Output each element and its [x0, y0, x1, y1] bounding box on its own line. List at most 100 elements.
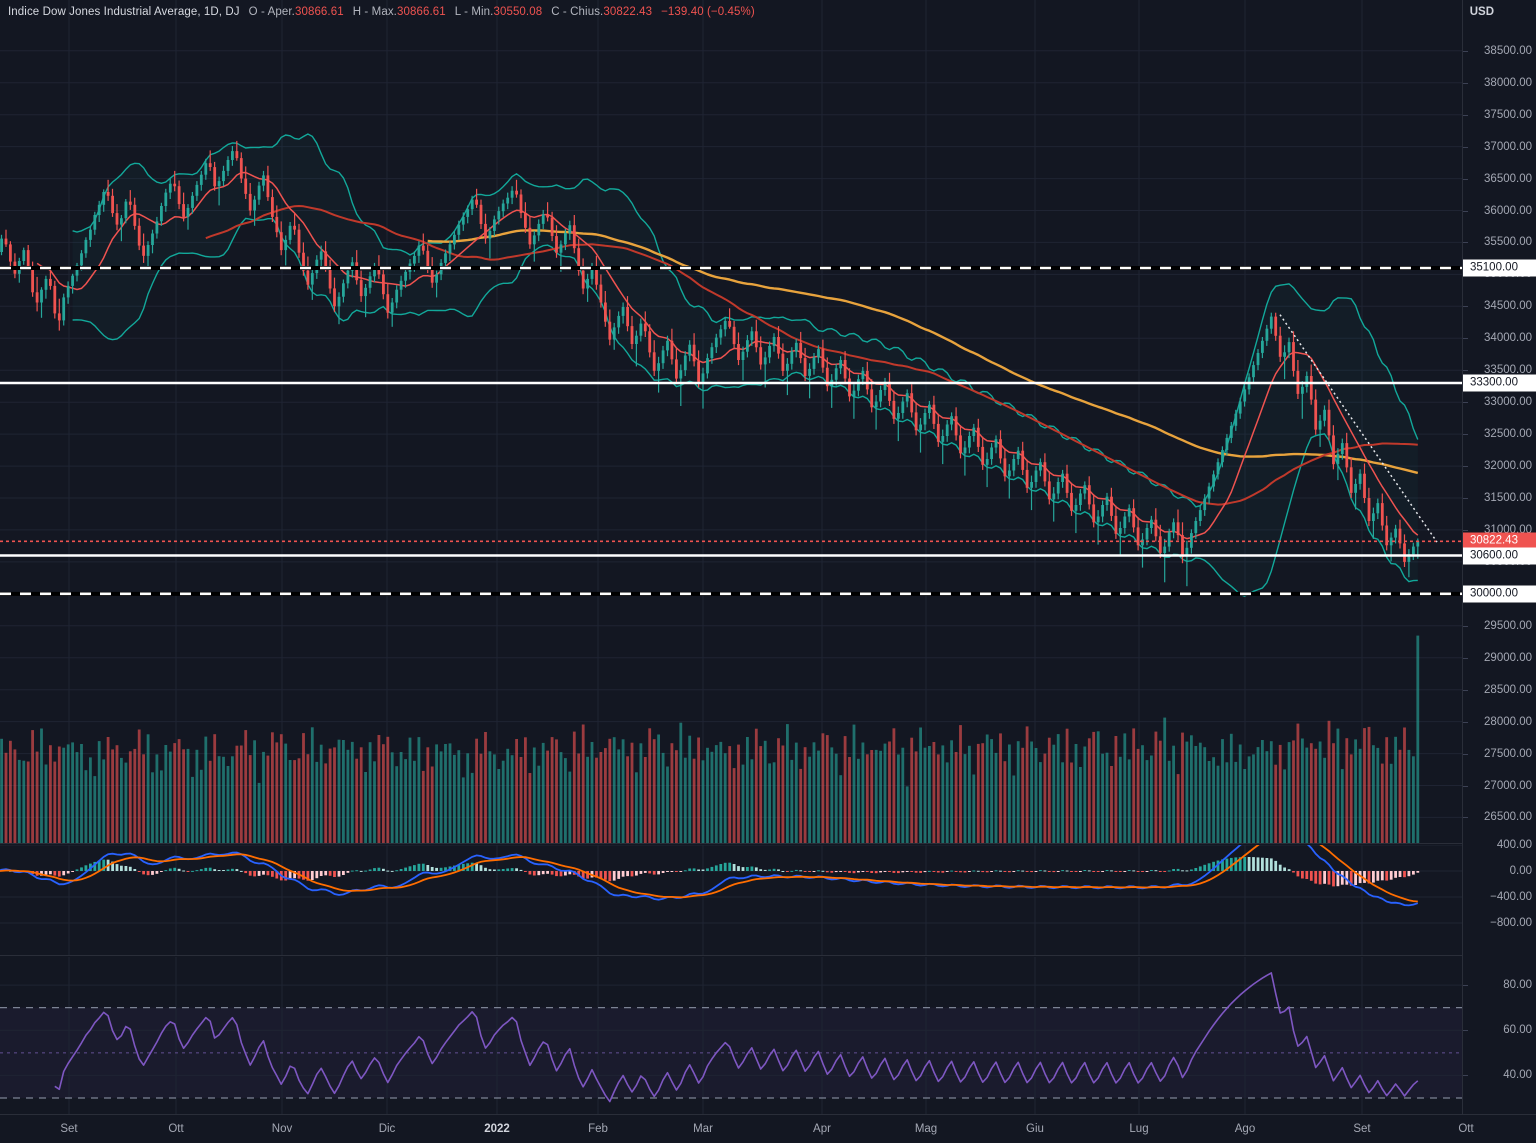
candle-body [182, 204, 185, 217]
volume-bar [568, 771, 572, 843]
candle-body [244, 178, 248, 194]
volume-bar [1372, 745, 1375, 843]
macd-hist-bar [1123, 871, 1127, 872]
volume-bar [368, 742, 372, 843]
candle-body [874, 401, 878, 408]
candle-body [928, 404, 931, 413]
macd-hist-bar [990, 871, 993, 872]
macd-pane[interactable] [0, 845, 1463, 955]
macd-hist-bar [350, 870, 354, 872]
macd-hist-bar [515, 868, 518, 871]
price-tick-mark [1463, 529, 1468, 531]
rsi-pane[interactable] [0, 957, 1463, 1114]
symbol-title[interactable]: Indice Dow Jones Industrial Average, 1D,… [8, 6, 240, 18]
candle-body [1398, 528, 1402, 544]
candle-body [950, 416, 953, 425]
macd-hist-bar [115, 864, 119, 871]
candle-body [710, 347, 714, 359]
volume-bar [0, 738, 3, 843]
candle-body [1047, 481, 1051, 500]
volume-bar [333, 747, 336, 843]
candle-body [1012, 459, 1016, 471]
volume-bar [999, 733, 1002, 843]
macd-hist-bar [89, 863, 92, 871]
macd-hist-bar [426, 865, 430, 871]
time-tick-label: Ott [168, 1123, 184, 1135]
time-scale[interactable]: Set Ott Nov Dic 2022 Feb Mar Apr Mag Giu Lug Ago Set… [0, 1114, 1536, 1143]
volume-bar [564, 758, 567, 843]
volume-bar [355, 758, 359, 843]
candle-body [1141, 539, 1144, 546]
volume-bar [1141, 745, 1144, 843]
macd-tick-label: −400.00 [1490, 891, 1532, 903]
price-badge-white[interactable]: 35100.00 [1463, 259, 1536, 277]
volume-bar [408, 737, 412, 843]
candle-body [1358, 473, 1362, 484]
candle-body [1269, 316, 1273, 329]
volume-bar [1176, 774, 1180, 843]
macd-hist-bar [1150, 870, 1153, 871]
price-tick-mark [1463, 817, 1468, 819]
candle-body [1181, 535, 1184, 557]
macd-hist-bar [475, 863, 478, 871]
macd-hist-bar [288, 871, 292, 880]
candle-body [213, 167, 217, 187]
price-badge-white[interactable]: 33300.00 [1463, 374, 1536, 392]
macd-hist-bar [239, 870, 243, 872]
macd-hist-bar [617, 871, 621, 879]
candle-body [80, 253, 83, 266]
candle-body [1274, 316, 1278, 336]
volume-bar [750, 759, 754, 843]
volume-bar [608, 738, 612, 843]
macd-hist-bar [97, 860, 101, 871]
candle-body [275, 216, 279, 233]
macd-hist-bar [657, 871, 660, 875]
volume-bar [106, 737, 110, 843]
candle-body [590, 267, 594, 279]
macd-hist-bar [137, 871, 141, 872]
macd-hist-bar [666, 871, 669, 872]
volume-bar [399, 752, 403, 843]
candle-body [1256, 353, 1260, 366]
candle-body [1376, 503, 1380, 514]
price-tick-label: 38500.00 [1484, 44, 1532, 57]
volume-bar [1207, 761, 1211, 843]
volume-bar [541, 742, 545, 843]
volume-bar [746, 737, 749, 843]
candle-body [1074, 505, 1078, 511]
volume-bar [1154, 731, 1158, 843]
candle-body [120, 218, 123, 225]
candle-body [257, 185, 261, 200]
volume-bar [417, 737, 421, 843]
macd-hist-bar [706, 868, 709, 871]
candle-body [604, 302, 607, 322]
macd-hist-bar [595, 871, 598, 878]
volume-bar [794, 742, 798, 843]
volume-bar [772, 762, 776, 843]
macd-hist-bar [661, 871, 665, 873]
volume-bar [657, 734, 660, 843]
candle-body [670, 340, 674, 360]
price-badge-white[interactable]: 30600.00 [1463, 547, 1536, 564]
candle-body [706, 358, 709, 374]
volume-bar [1318, 741, 1322, 843]
candle-body [515, 190, 518, 195]
price-badge-white[interactable]: 30000.00 [1463, 585, 1536, 603]
macd-hist-bar [1008, 871, 1011, 873]
macd-hist-bar [1047, 871, 1051, 872]
volume-bar [1336, 728, 1340, 843]
volume-bar [151, 772, 154, 843]
candle-body [1221, 450, 1224, 463]
candle-body [1008, 470, 1011, 477]
price-pane[interactable] [0, 0, 1463, 843]
price-scale[interactable]: USD 38500.00 38000.00 37500.00 37000.00 3650… [1462, 0, 1536, 1114]
candle-body [1132, 508, 1136, 528]
candle-body [1114, 515, 1118, 534]
volume-bar [1274, 764, 1278, 843]
macd-hist-bar [319, 871, 323, 876]
volume-bar [484, 732, 487, 843]
price-badge-red[interactable]: 30822.43 [1463, 532, 1536, 550]
macd-tick-label: 0.00 [1509, 865, 1532, 877]
candle-body [444, 253, 447, 263]
price-tick-label: 29000.00 [1484, 651, 1532, 664]
